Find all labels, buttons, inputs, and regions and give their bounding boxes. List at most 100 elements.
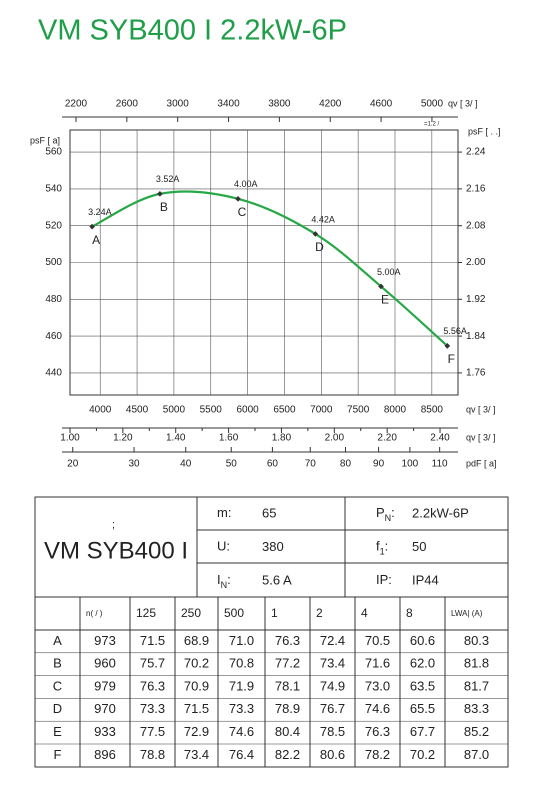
curve bbox=[91, 190, 449, 347]
axis-tick-label: 50 bbox=[226, 459, 238, 470]
y-tick-label: 440 bbox=[45, 368, 62, 379]
spec-label-main: P bbox=[376, 505, 385, 520]
spec-label: m: bbox=[217, 505, 231, 520]
axis-tick-label: 3800 bbox=[268, 99, 291, 110]
axis-tick-label: 80 bbox=[340, 459, 352, 470]
table-cell: 71.0 bbox=[229, 633, 254, 648]
spec-label-suffix: : bbox=[385, 539, 389, 554]
y2-tick-label: 2.24 bbox=[466, 147, 486, 158]
x-tick-label: 7500 bbox=[347, 405, 370, 416]
y2-tick-label: 2.00 bbox=[466, 257, 486, 268]
table-cell: 81.7 bbox=[464, 678, 489, 693]
spec-value: 2.2kW-6P bbox=[412, 505, 469, 520]
table-cell: 73.3 bbox=[140, 701, 165, 716]
table-cell: 77.5 bbox=[140, 724, 165, 739]
spec-value: 50 bbox=[412, 539, 426, 554]
table-cell: 74.6 bbox=[229, 724, 254, 739]
y2-tick-label: 1.84 bbox=[466, 331, 486, 342]
table-cell: 78.2 bbox=[365, 747, 390, 762]
table-cell: 71.9 bbox=[229, 678, 254, 693]
axis-tick-label: 1.60 bbox=[219, 433, 239, 444]
table-cell: 67.7 bbox=[410, 724, 435, 739]
y2-tick-label: 1.92 bbox=[466, 294, 486, 305]
axis-tick-label: 4200 bbox=[319, 99, 342, 110]
spec-label: PN: bbox=[376, 505, 395, 523]
table-cell: 75.7 bbox=[140, 656, 165, 671]
table-cell: 71.5 bbox=[140, 633, 165, 648]
spec-value: 5.6 A bbox=[262, 572, 292, 587]
y2-tick-label: 2.08 bbox=[466, 220, 486, 231]
axis-tick-label: 30 bbox=[128, 459, 140, 470]
x-tick-label: 5500 bbox=[200, 405, 223, 416]
y-tick-label: 540 bbox=[45, 184, 62, 195]
table-cell: 62.0 bbox=[410, 656, 435, 671]
spec-label-main: m: bbox=[217, 505, 231, 520]
x-tick-label: 8000 bbox=[384, 405, 407, 416]
point bbox=[312, 231, 319, 237]
spec-label: f1: bbox=[376, 539, 388, 557]
mark: ; bbox=[112, 519, 115, 531]
table-cell: 76.3 bbox=[140, 678, 165, 693]
table-cell: 78.1 bbox=[275, 678, 300, 693]
table-cell: 87.0 bbox=[464, 747, 489, 762]
table-header: 1 bbox=[271, 606, 278, 620]
table-cell: 68.9 bbox=[184, 633, 209, 648]
table-cell: 960 bbox=[94, 656, 116, 671]
table-cell: 74.9 bbox=[320, 678, 345, 693]
point-annotation: 5.56A bbox=[443, 326, 467, 336]
table-cell: 77.2 bbox=[275, 656, 300, 671]
table-cell: 76.3 bbox=[365, 724, 390, 739]
table-cell: 83.3 bbox=[464, 701, 489, 716]
table-header: 4 bbox=[361, 606, 368, 620]
y2-tick-label: 1.76 bbox=[466, 368, 486, 379]
point-label: A bbox=[92, 233, 100, 247]
spec-label: IN: bbox=[217, 572, 231, 590]
spec-label-main: I bbox=[217, 572, 221, 587]
table-cell: 80.6 bbox=[320, 747, 345, 762]
spec-label-suffix: : bbox=[227, 572, 231, 587]
point-label: F bbox=[448, 352, 455, 366]
axis-tick-label: 1.00 bbox=[60, 433, 80, 444]
x-tick-label: 5000 bbox=[163, 405, 186, 416]
x-tick-label: 7000 bbox=[310, 405, 333, 416]
x-tick-label: 8500 bbox=[421, 405, 444, 416]
spec-label-suffix: : bbox=[391, 505, 395, 520]
table-cell: A bbox=[53, 633, 62, 648]
spec-value: 380 bbox=[262, 539, 284, 554]
table-cell: 78.9 bbox=[275, 701, 300, 716]
x-tick-label: 4500 bbox=[126, 405, 149, 416]
point-annotation: 4.00A bbox=[234, 179, 258, 189]
spec-label: U: bbox=[217, 539, 230, 554]
table-cell: 73.4 bbox=[320, 656, 345, 671]
table-frame bbox=[34, 496, 509, 768]
spec-label-main: IP: bbox=[376, 572, 392, 587]
table-cell: 73.0 bbox=[365, 678, 390, 693]
point-label: E bbox=[381, 293, 389, 307]
point-annotation: 5.00A bbox=[377, 267, 401, 277]
table-header: 250 bbox=[181, 606, 201, 620]
axis-tick-label: 3000 bbox=[167, 99, 190, 110]
table-cell: 896 bbox=[94, 747, 116, 762]
table-cell: 78.5 bbox=[320, 724, 345, 739]
x-tick-label: 6000 bbox=[236, 405, 259, 416]
table-cell: B bbox=[53, 656, 62, 671]
axis-tick-label: 1.80 bbox=[272, 433, 292, 444]
y2-axis-label: psF [ . .] bbox=[468, 126, 501, 136]
axis-tick-label: 110 bbox=[432, 459, 448, 470]
axis-sublabel: =1.2 / bbox=[424, 122, 440, 128]
point-annotation: 3.24A bbox=[88, 207, 112, 217]
table-cell: 76.3 bbox=[275, 633, 300, 648]
table-cell: 71.6 bbox=[365, 656, 390, 671]
axis-label: qv [ 3/ ] bbox=[466, 432, 496, 442]
table-cell: 970 bbox=[94, 701, 116, 716]
x-tick-label: 4000 bbox=[89, 405, 112, 416]
spec-label-main: f bbox=[376, 539, 380, 554]
point-label: B bbox=[160, 200, 168, 214]
table-cell: 60.6 bbox=[410, 633, 435, 648]
y-tick-label: 500 bbox=[45, 257, 62, 268]
axis-tick-label: 3400 bbox=[217, 99, 240, 110]
table-cell: 72.4 bbox=[320, 633, 345, 648]
y2-tick-label: 2.16 bbox=[466, 184, 486, 195]
table-cell: E bbox=[53, 724, 62, 739]
